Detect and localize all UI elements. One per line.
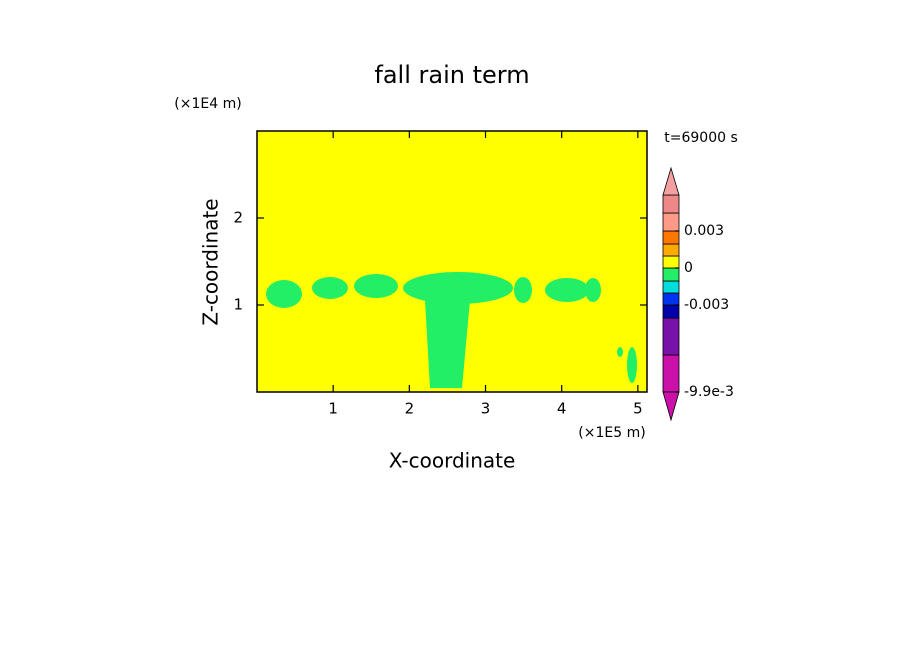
colorbar-segment — [662, 255, 680, 269]
y-tick-label: 1 — [233, 296, 243, 314]
y-tick-label: 2 — [233, 209, 243, 227]
y-unit: (×1E4 m) — [174, 96, 241, 112]
region — [617, 347, 623, 357]
colorbar-segment — [662, 212, 680, 232]
x-unit: (×1E5 m) — [578, 425, 645, 441]
colorbar-segment — [662, 317, 680, 356]
colorbar-segment — [662, 243, 680, 257]
colorbar-segment — [662, 230, 680, 245]
region — [425, 300, 470, 388]
colorbar-segment — [662, 280, 680, 294]
colorbar-segment — [662, 354, 680, 393]
colorbar-segment — [662, 292, 680, 306]
colorbar-tick-label: -0.003 — [684, 297, 729, 313]
region — [545, 278, 589, 302]
x-tick-label: 1 — [328, 400, 338, 418]
colorbar-tick-label: 0 — [684, 260, 693, 276]
x-tick-label: 2 — [405, 400, 415, 418]
region — [354, 274, 398, 298]
chart-title: fall rain term — [374, 61, 529, 89]
colorbar-under — [662, 391, 680, 422]
region — [627, 347, 637, 383]
region — [585, 278, 601, 302]
x-tick-label: 4 — [557, 400, 567, 418]
x-tick-label: 5 — [633, 400, 643, 418]
rain-regions — [266, 272, 637, 388]
colorbar-over — [662, 166, 680, 196]
time-label: t=69000 s — [664, 130, 738, 146]
x-axis-label: X-coordinate — [389, 449, 516, 473]
plot-frame — [256, 130, 648, 393]
region — [403, 272, 513, 304]
region — [514, 277, 532, 303]
colorbar-segment — [662, 304, 680, 319]
region — [312, 277, 348, 299]
y-axis-label: Z-coordinate — [199, 198, 223, 325]
x-tick-label: 3 — [481, 400, 491, 418]
colorbar-tick-label: -9.9e-3 — [684, 384, 734, 400]
region — [266, 280, 302, 308]
colorbar-segment — [662, 267, 680, 282]
colorbar-segment — [662, 194, 680, 214]
colorbar-tick-label: 0.003 — [684, 223, 724, 239]
